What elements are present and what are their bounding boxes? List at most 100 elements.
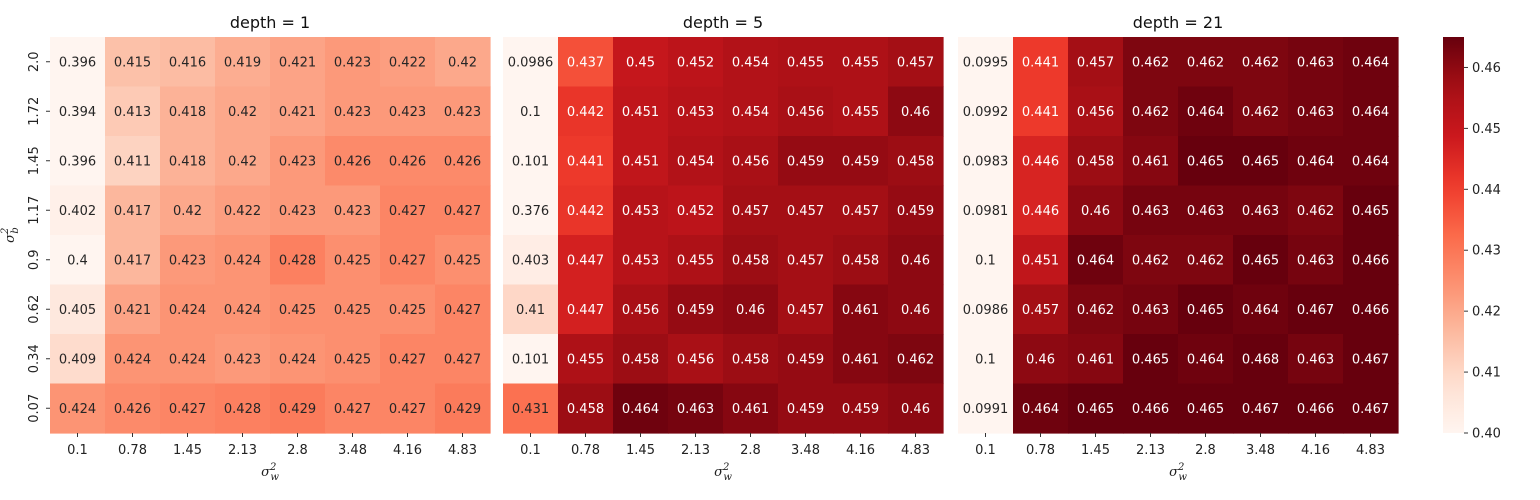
heatmap-cell: [778, 86, 834, 137]
heatmap-cell: [1068, 37, 1124, 88]
y-tick-label: 0.34: [27, 344, 42, 373]
cell-value-label: 0.462: [1187, 253, 1224, 268]
colorbar-tick-label: 0.46: [1472, 61, 1501, 76]
heatmap-cell: [833, 383, 889, 434]
x-tick-label: 1.45: [1081, 443, 1110, 458]
heatmap-cell: [380, 185, 436, 236]
cell-value-label: 0.441: [1022, 105, 1059, 120]
heatmap-cell: [1343, 383, 1399, 434]
cell-value-label: 0.464: [622, 402, 659, 417]
y-tick-label: 0.9: [27, 249, 42, 270]
cell-value-label: 0.457: [732, 204, 769, 219]
cell-value-label: 0.416: [169, 55, 206, 70]
cell-value-label: 0.0986: [508, 55, 554, 70]
heatmap-cell: [435, 37, 491, 88]
heatmap-cell: [1013, 235, 1069, 286]
heatmap-cell: [380, 334, 436, 385]
cell-value-label: 0.457: [897, 55, 934, 70]
heatmap-cell: [105, 86, 161, 137]
y-axis-label: σ2b: [0, 227, 21, 243]
cell-value-label: 0.463: [1187, 204, 1224, 219]
heatmap-cell: [668, 235, 724, 286]
x-tick-label: 3.48: [338, 443, 367, 458]
cell-value-label: 0.465: [1132, 352, 1169, 367]
heatmap-cell: [215, 383, 271, 434]
heatmap-cell: [1068, 284, 1124, 335]
heatmap-cell: [105, 136, 161, 187]
cell-value-label: 0.463: [1297, 352, 1334, 367]
x-tick-label: 0.78: [1026, 443, 1055, 458]
cell-value-label: 0.464: [1022, 402, 1059, 417]
y-tick-label: 1.17: [27, 196, 42, 225]
cell-value-label: 0.462: [1242, 105, 1279, 120]
cell-value-label: 0.462: [1242, 55, 1279, 70]
cell-value-label: 0.466: [1352, 303, 1389, 318]
heatmap-cell: [435, 383, 491, 434]
heatmap-cell: [1288, 37, 1344, 88]
cell-value-label: 0.423: [279, 154, 316, 169]
x-tick-label: 3.48: [791, 443, 820, 458]
cell-value-label: 0.464: [1187, 105, 1224, 120]
x-tick-label: 0.1: [67, 443, 88, 458]
cell-value-label: 0.458: [567, 402, 604, 417]
heatmap-cell: [558, 235, 614, 286]
heatmap-cell: [380, 383, 436, 434]
heatmap-cell: [160, 37, 216, 88]
cell-value-label: 0.0986: [963, 303, 1009, 318]
heatmap-cell: [1123, 86, 1179, 137]
heatmap-cell: [160, 284, 216, 335]
heatmap-cell: [325, 284, 381, 335]
heatmap-cell: [778, 284, 834, 335]
cell-value-label: 0.451: [622, 105, 659, 120]
heatmap-cell: [105, 284, 161, 335]
colorbar-tick-label: 0.44: [1472, 183, 1501, 198]
cell-value-label: 0.455: [842, 55, 879, 70]
heatmap-cell: [888, 136, 944, 187]
heatmap-cell: [1233, 136, 1289, 187]
cell-value-label: 0.466: [1297, 402, 1334, 417]
heatmap-cell: [50, 334, 106, 385]
cell-value-label: 0.442: [567, 105, 604, 120]
cell-value-label: 0.457: [1077, 55, 1114, 70]
cell-value-label: 0.459: [787, 402, 824, 417]
cell-value-label: 0.4: [67, 253, 88, 268]
heatmap-cell: [503, 86, 559, 137]
heatmap-cell: [215, 136, 271, 187]
heatmap-cell: [1233, 383, 1289, 434]
heatmap-cell: [613, 284, 669, 335]
cell-value-label: 0.457: [787, 253, 824, 268]
heatmap-cell: [1068, 185, 1124, 236]
cell-value-label: 0.451: [1022, 253, 1059, 268]
heatmap-cell: [503, 37, 559, 88]
heatmap-cell: [1013, 86, 1069, 137]
cell-value-label: 0.456: [787, 105, 824, 120]
heatmap-cell: [503, 185, 559, 236]
heatmap-cell: [105, 334, 161, 385]
y-tick-label: 0.62: [27, 295, 42, 324]
cell-value-label: 0.467: [1242, 402, 1279, 417]
cell-value-label: 0.423: [224, 352, 261, 367]
x-tick-label: 2.8: [287, 443, 308, 458]
cell-value-label: 0.459: [842, 402, 879, 417]
heatmap-cell: [833, 235, 889, 286]
heatmap-cell: [668, 136, 724, 187]
cell-value-label: 0.458: [842, 253, 879, 268]
heatmap-cell: [668, 37, 724, 88]
heatmap-cell: [888, 37, 944, 88]
cell-value-label: 0.425: [389, 303, 426, 318]
cell-value-label: 0.425: [334, 303, 371, 318]
cell-value-label: 0.463: [1132, 303, 1169, 318]
cell-value-label: 0.447: [567, 303, 604, 318]
cell-value-label: 0.461: [842, 303, 879, 318]
heatmap-cell: [958, 86, 1014, 137]
cell-value-label: 0.468: [1242, 352, 1279, 367]
cell-value-label: 0.0983: [963, 154, 1009, 169]
heatmap-cell: [50, 136, 106, 187]
heatmap-cell: [1343, 86, 1399, 137]
heatmap-cell: [888, 334, 944, 385]
cell-value-label: 0.457: [842, 204, 879, 219]
heatmap-cell: [215, 235, 271, 286]
x-tick-label: 0.1: [975, 443, 996, 458]
heatmap-cell: [723, 136, 779, 187]
heatmap-cell: [1123, 284, 1179, 335]
